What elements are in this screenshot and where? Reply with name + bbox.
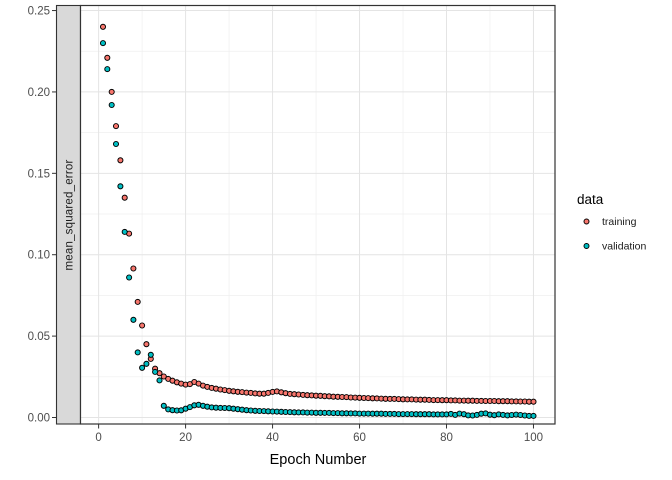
- legend-key-validation-icon: [583, 243, 590, 249]
- legend-key-training-icon: [583, 218, 590, 225]
- data-point: [156, 377, 163, 384]
- y-tick-label: 0.10: [28, 250, 50, 262]
- x-tick-label: 100: [524, 432, 543, 444]
- data-point: [121, 194, 128, 201]
- legend-label-validation: validation: [602, 241, 647, 253]
- x-tick-label: 80: [440, 432, 453, 444]
- data-points: [99, 23, 537, 419]
- data-point: [104, 54, 111, 61]
- strip-label: mean_squared_error: [64, 160, 76, 271]
- x-tick-label: 20: [179, 432, 192, 444]
- data-point: [99, 40, 107, 47]
- data-point: [530, 412, 537, 419]
- x-tick-label: 0: [95, 432, 101, 444]
- series-validation: [99, 40, 537, 419]
- data-point: [130, 316, 137, 323]
- legend-label-training: training: [602, 216, 637, 228]
- y-tick-label: 0.05: [28, 331, 50, 343]
- y-tick-label: 0.25: [28, 6, 50, 18]
- data-point: [121, 228, 128, 235]
- data-point: [143, 341, 150, 348]
- data-point: [147, 351, 154, 358]
- data-point: [139, 322, 146, 329]
- legend-title: data: [577, 192, 604, 207]
- panel-border: [79, 4, 556, 425]
- axes: 0 20 40 60 80 100 0.00 0.05 0.10 0.15 0.20 0.25: [28, 6, 543, 444]
- data-point: [112, 123, 120, 130]
- x-tick-label: 40: [266, 432, 279, 444]
- data-point: [530, 398, 537, 405]
- x-axis-title: Epoch Number: [270, 452, 367, 468]
- data-point: [117, 157, 124, 164]
- data-point: [160, 373, 167, 380]
- data-point: [126, 274, 133, 281]
- legend-entry-training[interactable]: training: [583, 216, 637, 228]
- data-point: [108, 101, 115, 109]
- data-point: [104, 66, 111, 73]
- data-point: [134, 298, 141, 305]
- data-point: [117, 183, 124, 190]
- y-tick-label: 0.00: [28, 412, 50, 424]
- strip-background: [55, 4, 82, 425]
- x-tick-label: 60: [353, 432, 366, 444]
- data-point: [152, 368, 159, 375]
- series-training: [99, 23, 537, 405]
- y-tick-label: 0.20: [28, 87, 50, 99]
- facet-strip: mean_squared_error: [55, 4, 82, 425]
- legend-entry-validation[interactable]: validation: [583, 241, 647, 253]
- data-point: [139, 364, 146, 371]
- legend: data training validation: [577, 192, 647, 253]
- data-point: [112, 140, 120, 148]
- panel-grid: [81, 5, 555, 424]
- data-point: [130, 265, 137, 272]
- panel-background: [80, 5, 555, 424]
- y-tick-label: 0.15: [28, 168, 50, 180]
- data-point: [143, 360, 150, 367]
- data-point: [134, 349, 141, 356]
- data-point: [160, 402, 167, 409]
- data-point: [99, 23, 107, 30]
- data-point: [108, 88, 115, 95]
